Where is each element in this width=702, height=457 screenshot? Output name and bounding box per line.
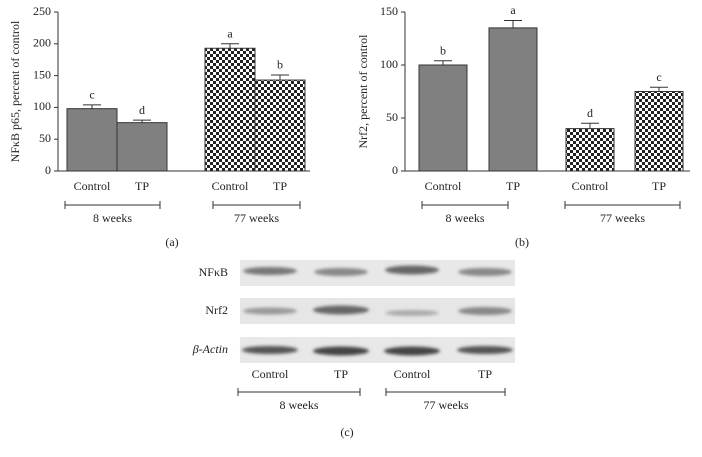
y-axis-label: NFκB p65, percent of control: [8, 20, 22, 162]
blot-lane-label: TP: [334, 367, 348, 381]
band: [313, 305, 369, 315]
significance-letter: d: [139, 103, 145, 117]
blot-row-label: β-Actin: [192, 342, 228, 356]
band: [243, 307, 297, 315]
bar: [116, 122, 168, 172]
band: [314, 268, 368, 276]
y-tick-label: 200: [33, 36, 51, 50]
x-tick-label: Control: [74, 179, 111, 193]
y-tick-label: 0: [45, 163, 51, 177]
blot-group-label: 77 weeks: [424, 398, 469, 412]
band: [313, 346, 369, 356]
significance-letter: b: [277, 58, 283, 72]
bar: [418, 64, 468, 172]
group-label: 77 weeks: [600, 211, 645, 225]
blot-lane-label: Control: [252, 367, 289, 381]
y-tick-label: 0: [392, 163, 398, 177]
group-label: 77 weeks: [234, 211, 279, 225]
bar: [204, 47, 256, 172]
y-axis-label: Nrf2, percent of control: [356, 34, 370, 149]
group-label: 8 weeks: [93, 211, 132, 225]
bar: [488, 27, 538, 172]
bracket: [237, 388, 506, 396]
y-tick-label: 250: [33, 4, 51, 18]
band: [243, 267, 297, 275]
x-tick-label: Control: [212, 179, 249, 193]
blot-group-label: 8 weeks: [280, 398, 319, 412]
group-label: 8 weeks: [446, 211, 485, 225]
x-tick-label: Control: [425, 179, 462, 193]
y-tick-label: 100: [33, 99, 51, 113]
band: [458, 268, 512, 276]
significance-letter: a: [510, 3, 516, 17]
panel-label: (c): [340, 425, 353, 439]
significance-letter: c: [89, 88, 94, 102]
x-tick-label: TP: [652, 179, 666, 193]
bar: [565, 128, 615, 172]
panel-label: (a): [165, 235, 178, 249]
x-tick-label: TP: [506, 179, 520, 193]
x-tick-label: Control: [572, 179, 609, 193]
band: [385, 265, 439, 275]
blot: NFκB Nrf2 β-Actin Control TP Control TP …: [192, 260, 515, 439]
y-tick-label: 150: [33, 67, 51, 81]
band: [384, 346, 440, 356]
blot-row-label: NFκB: [199, 265, 228, 279]
band: [457, 346, 513, 354]
panel-label: (b): [515, 235, 529, 249]
bar: [634, 91, 684, 172]
blot-lane-label: Control: [394, 367, 431, 381]
blot-lane-label: TP: [478, 367, 492, 381]
significance-letter: b: [440, 44, 446, 58]
significance-letter: a: [227, 27, 233, 41]
bands: [242, 265, 513, 356]
y-tick-label: 50: [386, 110, 398, 124]
x-tick-label: TP: [273, 179, 287, 193]
bar: [66, 108, 118, 172]
significance-letter: d: [587, 106, 593, 120]
blot-row-label: Nrf2: [205, 303, 228, 317]
x-tick-label: TP: [135, 179, 149, 193]
band: [385, 310, 439, 316]
band: [458, 307, 512, 315]
y-tick-label: 50: [39, 131, 51, 145]
significance-letter: c: [656, 70, 661, 84]
band: [242, 346, 298, 354]
y-tick-label: 100: [380, 57, 398, 71]
bar: [254, 79, 306, 172]
y-tick-label: 150: [380, 4, 398, 18]
